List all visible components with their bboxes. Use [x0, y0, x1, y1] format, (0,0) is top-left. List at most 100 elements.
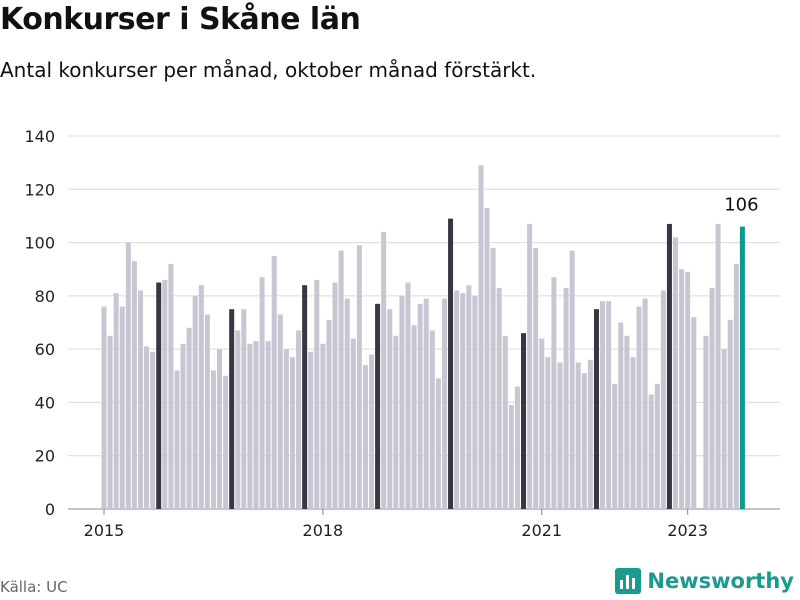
- bar-2020-07: [502, 335, 508, 509]
- bar-2015-06: [131, 261, 137, 509]
- bar-2022-06: [642, 298, 648, 509]
- y-tick-label: 80: [35, 287, 55, 306]
- bar-2017-04: [265, 341, 271, 509]
- bar-2017-12: [314, 279, 320, 509]
- bar-2019-04: [411, 325, 417, 509]
- bar-2021-05: [563, 287, 569, 509]
- bar-2016-06: [204, 314, 210, 509]
- brand-name: Newsworthy: [647, 569, 794, 593]
- bar-2021-09: [587, 359, 593, 509]
- bar-2016-11: [235, 330, 241, 509]
- bar-2018-04: [338, 250, 344, 510]
- bar-2016-09: [223, 375, 229, 509]
- bar-2015-08: [144, 346, 150, 509]
- bars: [101, 165, 745, 510]
- bar-2022-03: [624, 335, 630, 509]
- bar-2021-11: [600, 301, 606, 509]
- bar-2022-07: [648, 394, 654, 509]
- data-labels: 106: [724, 195, 758, 216]
- bar-2015-10: [156, 282, 162, 509]
- bar-2017-08: [289, 357, 295, 509]
- x-tick-label: 2023: [667, 521, 708, 540]
- bar-2017-07: [283, 349, 289, 509]
- bar-2018-08: [362, 365, 368, 509]
- bar-2022-08: [654, 383, 660, 509]
- bar-2020-10: [521, 333, 527, 509]
- bar-2018-02: [326, 319, 332, 509]
- y-tick-label: 40: [35, 393, 55, 412]
- bar-2022-12: [679, 269, 685, 509]
- x-tick-label: 2021: [521, 521, 562, 540]
- bar-2018-01: [320, 343, 326, 509]
- bar-2020-05: [490, 247, 496, 509]
- bar-2020-11: [527, 223, 533, 509]
- bar-2022-01: [612, 383, 618, 509]
- bar-2015-09: [150, 351, 156, 509]
- bar-2016-04: [192, 295, 198, 509]
- bar-2017-02: [253, 341, 259, 509]
- bar-2018-09: [369, 354, 375, 509]
- bar-2017-05: [271, 255, 277, 509]
- bar-2016-12: [241, 309, 247, 509]
- source-note: Källa: UC: [0, 578, 68, 596]
- bar-2021-03: [551, 277, 557, 509]
- brand-logo[interactable]: Newsworthy: [615, 568, 794, 594]
- bar-2016-05: [198, 285, 204, 509]
- x-tick-label: 2018: [303, 521, 344, 540]
- bar-2019-10: [448, 218, 454, 510]
- bar-2021-02: [545, 357, 551, 509]
- bar-2017-10: [302, 285, 308, 509]
- y-tick-label: 120: [24, 180, 55, 199]
- y-tick-label: 60: [35, 340, 55, 359]
- bar-2018-03: [332, 282, 338, 509]
- bar-2015-04: [119, 306, 125, 509]
- bar-2021-07: [575, 362, 581, 509]
- bar-2021-12: [606, 301, 612, 509]
- bar-2020-12: [533, 247, 539, 509]
- bar-2015-05: [125, 242, 131, 510]
- bar-2020-04: [484, 207, 490, 509]
- bar-2022-10: [666, 223, 672, 509]
- bar-2020-02: [472, 295, 478, 509]
- bar-2022-11: [673, 237, 679, 509]
- bar-2019-12: [460, 293, 466, 509]
- bar-2023-10: [739, 226, 745, 510]
- bar-2023-09: [733, 263, 739, 509]
- x-tick-label: 2015: [84, 521, 125, 540]
- bar-2021-06: [569, 250, 575, 510]
- bar-2023-01: [685, 271, 691, 509]
- bar-2020-09: [514, 386, 520, 509]
- bar-2022-05: [636, 306, 642, 509]
- y-tick-label: 20: [35, 447, 55, 466]
- bar-2022-09: [660, 290, 666, 509]
- bar-2019-11: [454, 290, 460, 509]
- y-tick-label: 100: [24, 234, 55, 253]
- bar-2019-01: [393, 335, 399, 509]
- bar-2019-03: [405, 282, 411, 509]
- bar-2019-05: [417, 303, 423, 509]
- bar-2015-12: [168, 263, 174, 509]
- bar-2023-04: [703, 335, 709, 509]
- bar-2016-10: [229, 309, 235, 509]
- bar-2023-08: [727, 319, 733, 509]
- bar-2018-11: [381, 231, 387, 509]
- bar-2016-02: [180, 343, 186, 509]
- bar-2022-02: [618, 322, 624, 509]
- bar-2019-02: [399, 295, 405, 509]
- bar-2019-09: [441, 298, 447, 509]
- bar-2015-03: [113, 293, 119, 509]
- bar-2023-06: [715, 223, 721, 509]
- chart-subtitle: Antal konkurser per månad, oktober månad…: [0, 58, 537, 82]
- bar-2017-03: [259, 277, 265, 509]
- y-tick-label: 0: [45, 500, 55, 519]
- bar-2020-08: [508, 405, 514, 509]
- bar-2023-07: [721, 349, 727, 509]
- bar-2022-04: [630, 357, 636, 509]
- bar-2016-01: [174, 370, 180, 509]
- bar-2019-08: [435, 378, 441, 509]
- bar-2018-10: [375, 303, 381, 509]
- bar-2017-09: [296, 330, 302, 509]
- bar-2017-01: [247, 343, 253, 509]
- bar-2018-05: [344, 298, 350, 509]
